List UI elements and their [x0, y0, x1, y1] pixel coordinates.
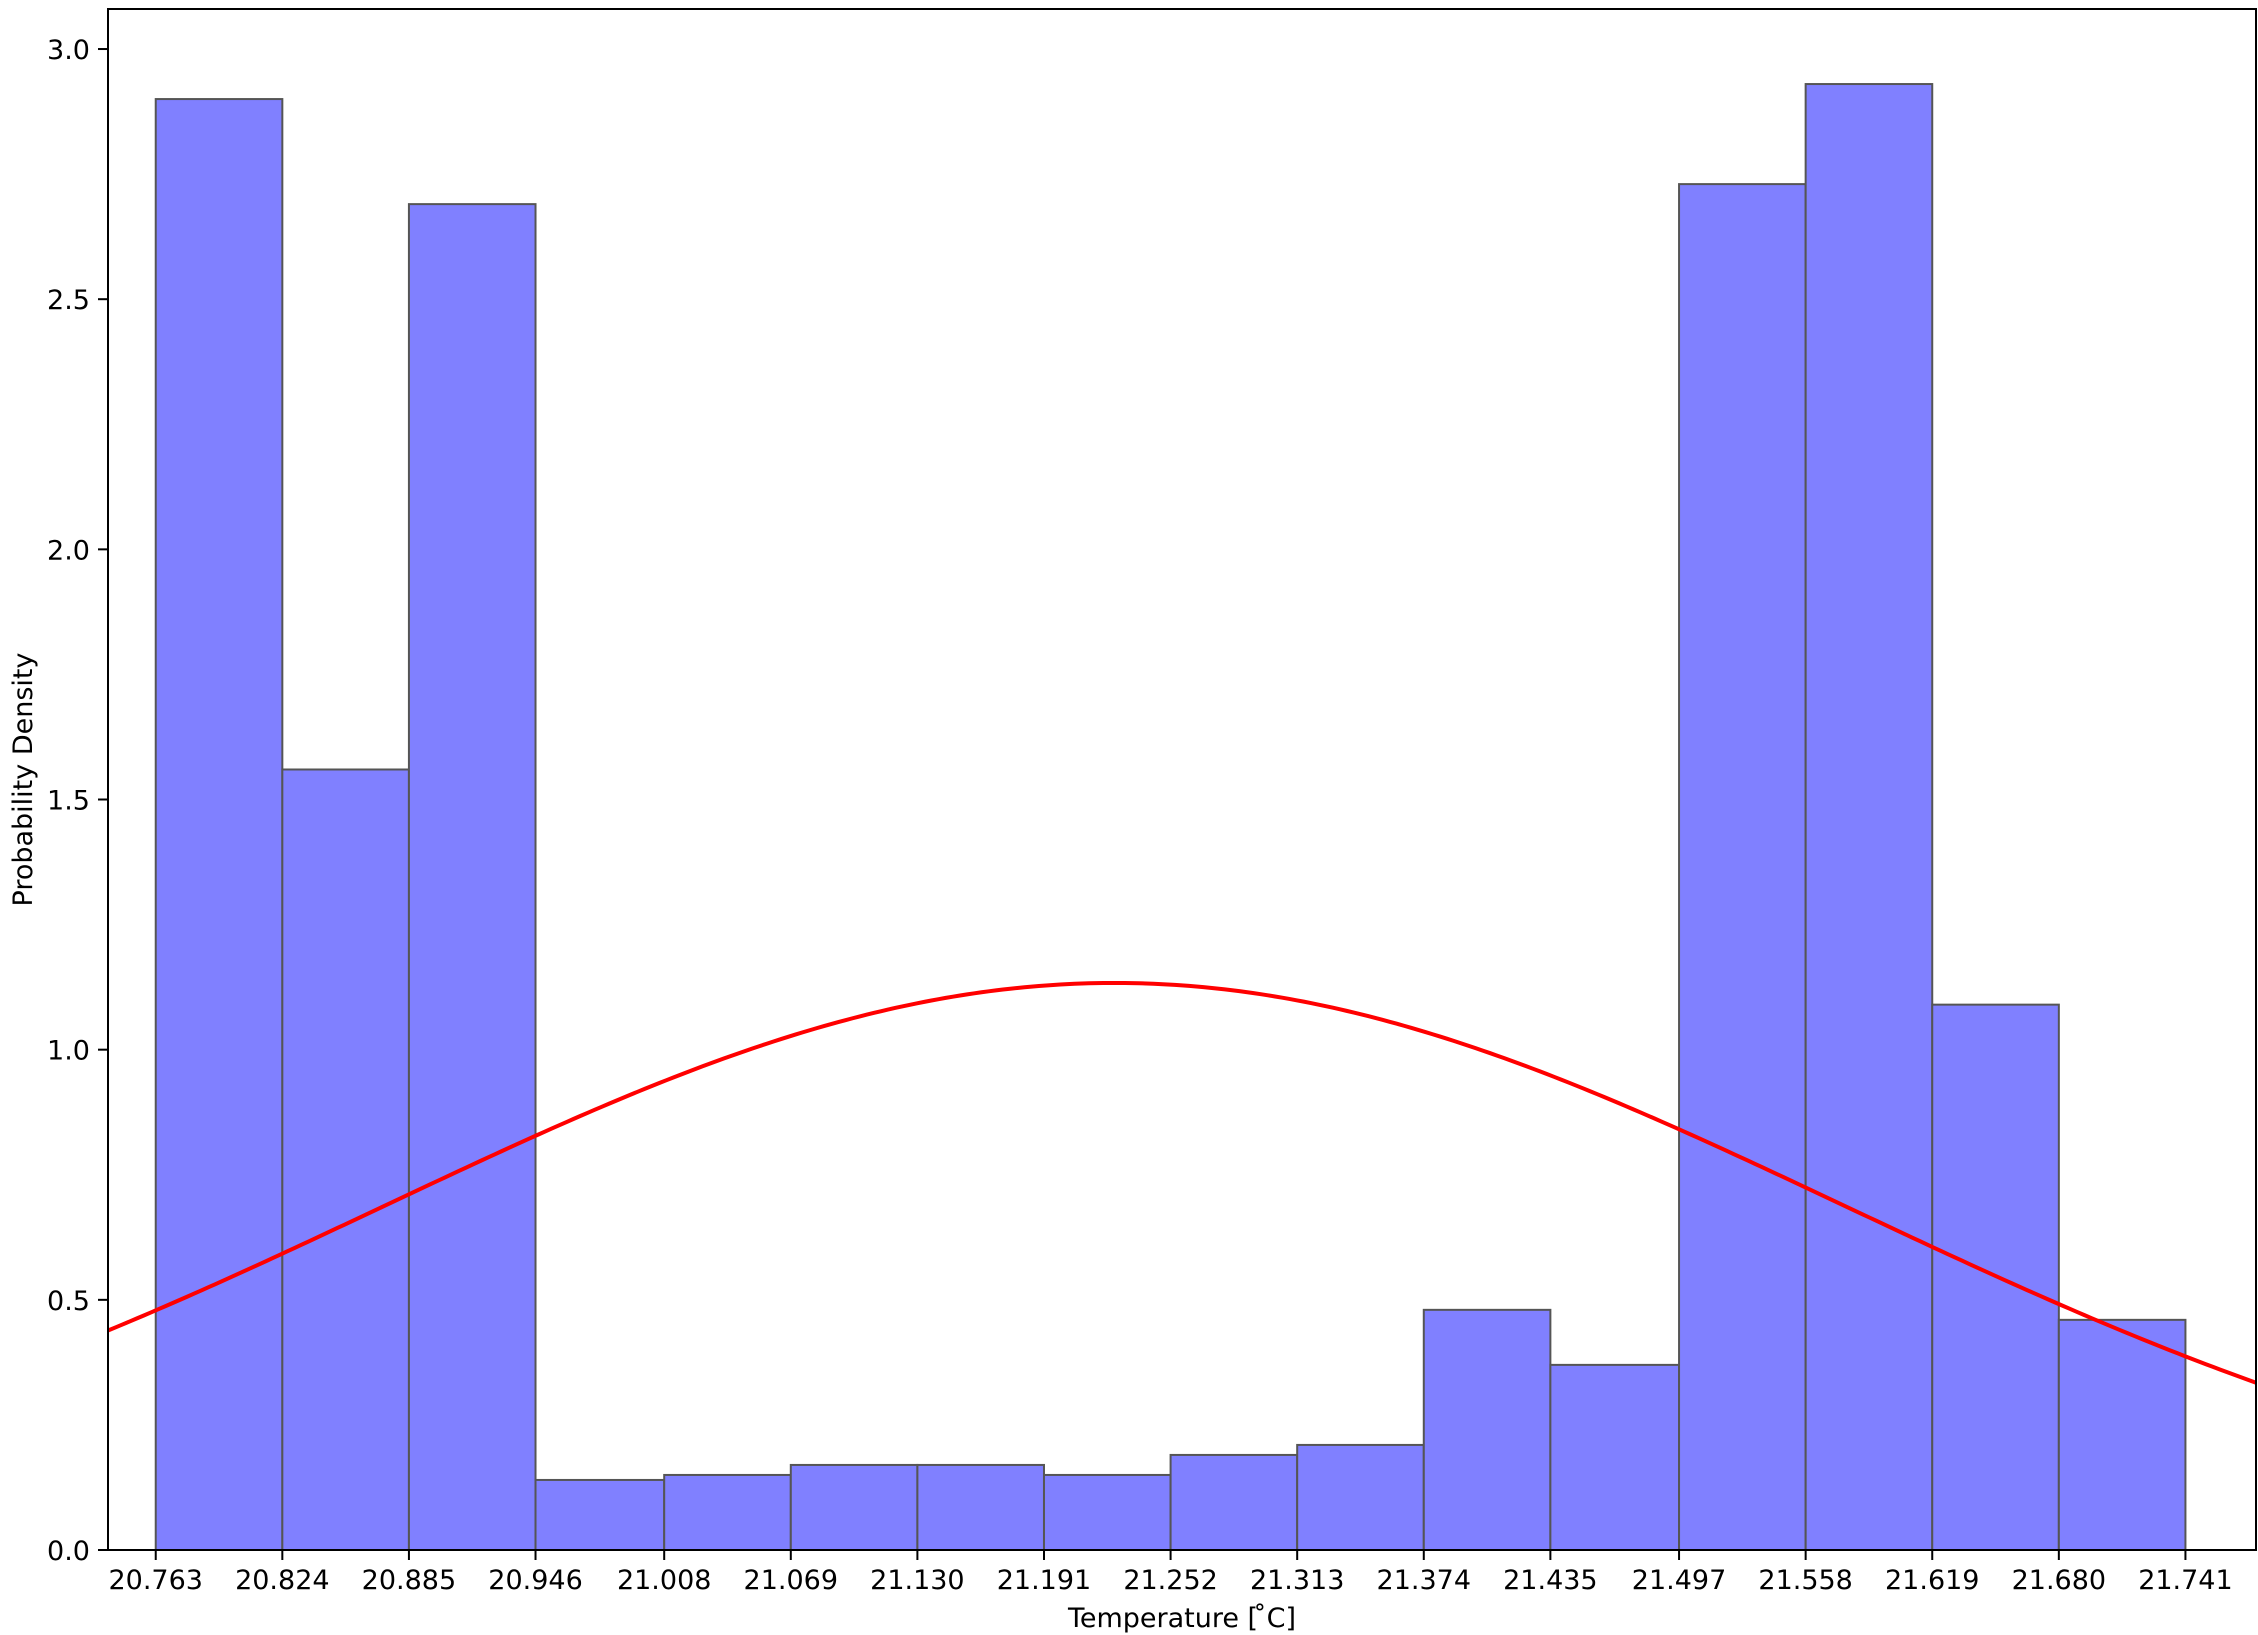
x-axis-ticks: 20.763 20.824 20.885 20.946 21.008 21.069 21.1…: [108, 1550, 2233, 1596]
y-tick-label: 0.5: [47, 1286, 90, 1317]
histogram-bar: [1422, 1308, 1552, 1551]
x-tick-label: 21.069: [744, 1565, 838, 1596]
histogram-bar: [916, 1463, 1045, 1552]
histogram-bar: [2057, 1318, 2187, 1552]
y-axis-label: Probability Density: [8, 653, 39, 907]
histogram-bar: [407, 203, 537, 1552]
x-tick-label: 21.130: [870, 1565, 964, 1596]
x-tick-label: 21.741: [2138, 1565, 2232, 1596]
histogram-bar: [534, 1478, 666, 1552]
x-tick-label: 21.374: [1377, 1565, 1471, 1596]
histogram-bar: [789, 1463, 919, 1552]
y-tick-label: 1.0: [47, 1036, 90, 1067]
histogram-bar: [1678, 183, 1807, 1551]
x-tick-label: 21.619: [1885, 1565, 1979, 1596]
x-tick-label: 20.885: [362, 1565, 456, 1596]
x-tick-label: 20.824: [235, 1565, 329, 1596]
y-tick-label: 0.0: [47, 1536, 90, 1567]
x-tick-label: 21.497: [1632, 1565, 1726, 1596]
histogram-bar: [663, 1473, 792, 1551]
histogram-bar: [154, 98, 284, 1551]
x-tick-label: 21.191: [997, 1565, 1091, 1596]
y-tick-label: 1.5: [47, 786, 90, 817]
y-axis-ticks: 0.0 0.5 1.0 1.5 2.0 2.5 3.0: [47, 35, 108, 1567]
histogram-bar: [1549, 1363, 1681, 1552]
x-tick-label: 21.558: [1758, 1565, 1852, 1596]
x-tick-label: 21.680: [2012, 1565, 2106, 1596]
x-tick-label: 21.252: [1123, 1565, 1217, 1596]
y-tick-label: 2.5: [47, 285, 90, 316]
normal-fit-curve: [107, 980, 2257, 1385]
y-tick-label: 2.0: [47, 535, 90, 566]
histogram-bar: [281, 768, 410, 1551]
x-tick-label: 20.763: [108, 1565, 202, 1596]
x-tick-label: 21.313: [1250, 1565, 1344, 1596]
x-tick-label: 21.435: [1503, 1565, 1597, 1596]
plot-area-frame: [107, 8, 2257, 1551]
histogram-bar: [1296, 1443, 1425, 1551]
y-tick-label: 3.0: [47, 35, 90, 66]
histogram-bar: [1169, 1453, 1299, 1552]
histogram-bars: [154, 83, 2187, 1552]
x-axis-label: Temperature [ ̊C]: [1067, 1603, 1296, 1634]
x-tick-label: 21.008: [617, 1565, 711, 1596]
histogram-bar: [1804, 83, 1934, 1551]
x-tick-label: 20.946: [488, 1565, 582, 1596]
histogram-bar: [1042, 1473, 1172, 1551]
